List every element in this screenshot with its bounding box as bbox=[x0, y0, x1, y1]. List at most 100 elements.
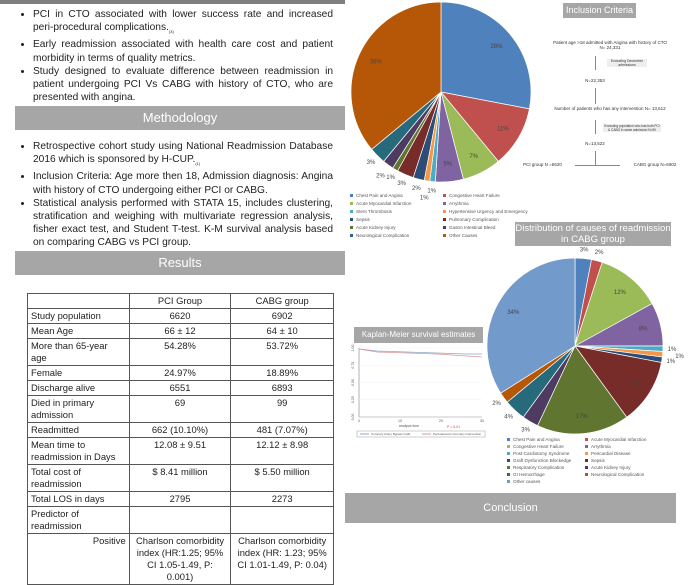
legend-swatch bbox=[585, 459, 588, 462]
row-label: Total LOS in days bbox=[27, 491, 130, 507]
legend-swatch bbox=[443, 194, 446, 197]
legend-swatch bbox=[443, 234, 446, 237]
pie-data-label: 3% bbox=[397, 181, 406, 187]
flow-step-4: N=13,522 bbox=[585, 141, 605, 146]
pie-data-label: 34% bbox=[507, 310, 520, 316]
cell-pci: 6620 bbox=[128, 308, 232, 324]
legend-swatch bbox=[507, 445, 510, 448]
cell-cabg: 6893 bbox=[230, 380, 334, 396]
y-tick-label: 0.75 bbox=[351, 362, 355, 369]
pie-data-label: 5% bbox=[443, 162, 452, 168]
legend-swatch bbox=[507, 480, 510, 483]
legend-label: Graft Dysfunction Blockedge bbox=[513, 458, 572, 463]
row-label: Discharge alive bbox=[27, 380, 130, 396]
legend-swatch bbox=[350, 218, 353, 221]
table-row: Died in primary admission 69 99 bbox=[27, 395, 334, 423]
table-row: Mean Age 66 ± 12 64 ± 10 bbox=[27, 323, 334, 339]
row-label: Died in primary admission bbox=[27, 395, 130, 423]
pie-data-label: 12% bbox=[614, 290, 627, 296]
legend-item: Arrythmia bbox=[443, 201, 530, 206]
legend-item: Neurological Complication bbox=[350, 233, 437, 238]
pie-slice-congestive-heart-failure bbox=[574, 261, 653, 347]
legend-label: Pericardial Disease bbox=[591, 451, 631, 456]
legend-item: Chest Pain and Angina bbox=[507, 437, 579, 442]
flow-exclusion-1: Excluding December admissions bbox=[607, 59, 647, 67]
method-bullet: Retrospective cohort study using Nationa… bbox=[33, 140, 333, 170]
legend-item: Congestive Heart Failure bbox=[507, 444, 579, 449]
x-tick-label: 30 bbox=[480, 419, 484, 423]
methodology-section: Retrospective cohort study using Nationa… bbox=[15, 140, 333, 250]
legend-label: Sepsis bbox=[591, 458, 605, 463]
pci-pie-legend: Chest Pain and Angina Congestive Heart Fa… bbox=[350, 193, 530, 238]
pie-data-label: 1% bbox=[420, 196, 429, 202]
method-bullet: Inclusion Criteria: Age more then 18, Ad… bbox=[33, 170, 333, 196]
legend-label: Acute Kidney Injury bbox=[356, 225, 396, 230]
table-row: Total cost of readmission $ 8.41 million $… bbox=[27, 464, 334, 492]
legend-swatch bbox=[585, 466, 588, 469]
cell-cabg: 2273 bbox=[230, 491, 334, 507]
cell-cabg: 53.72% bbox=[230, 338, 334, 366]
legend-item: Pericardial Disease bbox=[585, 451, 657, 456]
pie-slice-sepsis bbox=[574, 345, 662, 418]
km-legend-label: Percutaneous Coronary Intervention bbox=[433, 432, 482, 436]
cabg-pie-legend: Chest Pain and Angina Acute Myocardial In… bbox=[507, 437, 657, 484]
row-label: Mean time to readmission in Days bbox=[27, 437, 130, 465]
table-row: Female 24.97% 18.89% bbox=[27, 365, 334, 381]
y-tick-label: 0.25 bbox=[351, 396, 355, 403]
legend-swatch bbox=[507, 459, 510, 462]
legend-swatch bbox=[443, 202, 446, 205]
y-tick-label: 0.50 bbox=[351, 379, 355, 386]
p-value: P = 0.01 bbox=[447, 425, 460, 429]
legend-swatch bbox=[507, 466, 510, 469]
legend-label: Pulmonary Complication bbox=[449, 217, 499, 222]
legend-swatch bbox=[350, 234, 353, 237]
legend-swatch bbox=[507, 452, 510, 455]
legend-item: Sepsis bbox=[585, 458, 657, 463]
legend-swatch bbox=[507, 473, 510, 476]
intro-text: PCI in CTO associated with lower success… bbox=[33, 9, 333, 34]
legend-item: Arrythmia bbox=[585, 444, 657, 449]
legend-label: Congestive Heart Failure bbox=[513, 444, 564, 449]
legend-item: Acute Myocardial Infarction bbox=[585, 437, 657, 442]
row-label: Predictor of readmission bbox=[27, 506, 130, 534]
cell-cabg: Charlson comorbidity index (HR: 1.23; 95… bbox=[230, 533, 334, 585]
cabg-readmission-pie-chart: 3% 2%12%8%1%1%1%12%17%3%4%2%34% bbox=[486, 247, 685, 435]
legend-label: Respiratory Complication bbox=[513, 465, 565, 470]
cell-pci: 2795 bbox=[128, 491, 232, 507]
legend-label: Acute Myocardial Infarction bbox=[356, 201, 412, 206]
pie-data-label: 3% bbox=[367, 160, 376, 166]
pie-data-label: 17% bbox=[576, 414, 589, 420]
legend-item: Post-Cardiotomy Syndrome bbox=[507, 451, 579, 456]
flow-pci-group: PCI group N =6620 bbox=[523, 162, 562, 167]
legend-label: Neurological Complication bbox=[356, 233, 410, 238]
legend-swatch bbox=[585, 452, 588, 455]
cabg-pie-title: Distribution of causes of readmission in… bbox=[515, 222, 671, 246]
legend-swatch bbox=[585, 473, 588, 476]
legend-label: Other Causes bbox=[449, 233, 478, 238]
table-row: Total LOS in days 2795 2273 bbox=[27, 491, 334, 507]
pie-data-label: 2% bbox=[376, 173, 385, 179]
row-label: Female bbox=[27, 365, 130, 381]
flow-arrow bbox=[595, 120, 596, 134]
legend-label: Stent Thrombosis bbox=[356, 209, 392, 214]
x-tick-label: 20 bbox=[439, 419, 443, 423]
legend-item: Chest Pain and Angina bbox=[350, 193, 437, 198]
cell-pci: Charlson comorbidity index (HR:1.25; 95%… bbox=[128, 533, 232, 585]
cell-pci: 662 (10.10%) bbox=[128, 422, 232, 438]
legend-label: Chest Pain and Angina bbox=[513, 437, 560, 442]
legend-label: Other causes bbox=[513, 479, 541, 484]
legend-label: Acute Kidney Injury bbox=[591, 465, 631, 470]
intro-section: PCI in CTO associated with lower success… bbox=[15, 8, 333, 104]
legend-item: Pulmonary Complication bbox=[443, 217, 530, 222]
legend-label: Congestive Heart Failure bbox=[449, 193, 500, 198]
table-row: Predictor of readmission bbox=[27, 506, 334, 534]
legend-item: Other causes bbox=[507, 479, 579, 484]
pie-slice-other-causes bbox=[350, 1, 442, 150]
row-label: More than 65-year age bbox=[27, 338, 130, 366]
cell-pci: 66 ± 12 bbox=[128, 323, 232, 339]
intro-bullet: Study designed to evaluate difference be… bbox=[33, 65, 333, 105]
legend-label: Hypertensive Urgency and Emergency bbox=[449, 209, 528, 214]
km-legend-box bbox=[356, 430, 486, 438]
pie-data-label: 1% bbox=[386, 175, 395, 181]
pie-data-label: 11% bbox=[497, 127, 509, 133]
